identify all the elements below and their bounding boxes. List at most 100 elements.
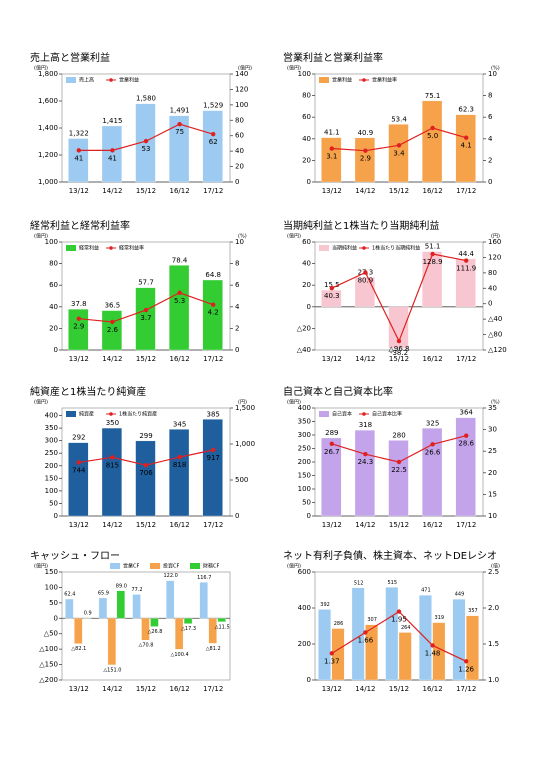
y2-tick-label: 160	[488, 238, 501, 246]
line-marker	[363, 148, 368, 153]
line-marker	[177, 121, 182, 127]
y2-tick-label: △80	[488, 331, 502, 339]
y-tick-label: 100	[45, 583, 58, 591]
plot-area	[314, 241, 484, 351]
y-tick-label: △100	[39, 645, 58, 653]
y2-tick-label: △40	[488, 315, 502, 323]
bar-label: △11.5	[215, 624, 230, 630]
y-tick-label: 80	[302, 92, 311, 100]
bar-label: 75.1	[425, 92, 441, 100]
legend-label: 自己資本比率	[372, 411, 402, 418]
line-label: 3.7	[140, 314, 151, 322]
x-tick-label: 14/12	[102, 355, 122, 363]
bar-label: 512	[354, 580, 364, 586]
x-tick-label: 15/12	[136, 355, 156, 363]
line-label: 53	[142, 145, 151, 153]
legend-marker	[109, 246, 113, 250]
bar-label: △100.4	[171, 652, 189, 658]
y2-axis-label: (円)	[238, 400, 247, 406]
bar	[68, 138, 89, 183]
bar-label: 37.8	[71, 300, 87, 308]
line-marker	[110, 148, 115, 153]
x-tick-label: 15/12	[136, 685, 156, 693]
y2-axis-label: (円)	[491, 234, 500, 240]
legend-label: 経常利益率	[119, 245, 144, 252]
x-tick-label: 13/12	[69, 685, 89, 693]
x-tick-label: 16/12	[170, 521, 190, 529]
bar-label: 62.3	[458, 106, 474, 114]
y2-axis-label: (%)	[238, 234, 247, 240]
line-marker	[76, 460, 82, 465]
bar	[141, 618, 150, 641]
bar	[150, 618, 159, 627]
bar-label: 1,529	[203, 102, 223, 110]
bar-label: 325	[426, 419, 439, 427]
y-tick-label: 350	[298, 418, 311, 426]
y2-tick-label: 2.5	[488, 568, 499, 576]
legend-swatch	[150, 563, 160, 569]
bar	[169, 265, 190, 351]
x-tick-label: 15/12	[389, 187, 409, 195]
bar-label: 44.4	[458, 250, 474, 258]
line-marker	[464, 258, 469, 263]
line-marker	[177, 290, 182, 295]
bar	[202, 419, 223, 517]
y2-tick-label: 0	[488, 178, 492, 186]
bar	[388, 124, 409, 183]
line-label: 1.66	[358, 636, 374, 644]
y2-tick-label: 1,000	[235, 440, 255, 448]
x-tick-label: 13/12	[322, 521, 342, 529]
bar-label: 77.2	[131, 587, 142, 593]
line-marker	[363, 270, 368, 275]
line-label: 1.95	[391, 616, 407, 624]
y2-tick-label: 0	[235, 178, 239, 186]
line-marker	[430, 251, 435, 257]
line-marker	[363, 630, 368, 635]
x-tick-label: 16/12	[423, 685, 443, 693]
line-label: 3.4	[393, 149, 405, 157]
line-label: 24.3	[358, 458, 374, 466]
line-marker	[396, 143, 402, 148]
line-marker	[76, 316, 82, 321]
bar-label: 307	[367, 617, 377, 623]
y2-tick-label: 30	[488, 426, 497, 434]
line-marker	[110, 319, 115, 325]
line-label: 2.6	[107, 326, 119, 334]
y-tick-label: 50	[49, 499, 58, 507]
y-tick-label: △150	[39, 661, 58, 669]
y2-tick-label: 100	[235, 101, 248, 109]
y-tick-label: 200	[45, 462, 58, 470]
y2-tick-label: 0	[235, 346, 239, 354]
y2-tick-label: 1,500	[235, 404, 255, 412]
legend-swatch	[66, 77, 76, 83]
line-label: 744	[72, 466, 86, 474]
bar	[385, 587, 399, 681]
x-tick-label: 17/12	[456, 685, 476, 693]
legend-label: 1株当たり当期純利益	[372, 245, 420, 252]
legend-label: 営業利益	[332, 77, 352, 84]
y-tick-label: 0	[54, 346, 58, 354]
y2-tick-label: 35	[488, 404, 497, 412]
line-marker	[464, 135, 469, 140]
legend-label: 純資産	[79, 411, 94, 418]
line-marker	[143, 138, 149, 144]
x-tick-label: 17/12	[456, 187, 476, 195]
line-label: 2.9	[73, 323, 84, 331]
y-tick-label: 20	[49, 324, 58, 332]
legend-label: 自己資本	[332, 411, 352, 418]
y2-tick-label: 0	[235, 512, 239, 520]
y2-tick-label: 4	[235, 303, 240, 311]
x-tick-label: 17/12	[456, 521, 476, 529]
y2-tick-label: 25	[488, 447, 497, 455]
y2-axis-label: (%)	[491, 66, 500, 72]
bar	[183, 618, 193, 624]
bar	[68, 442, 89, 517]
legend-label: 当期純利益	[332, 245, 357, 252]
line-marker	[329, 146, 334, 151]
y-tick-label: 150	[298, 472, 311, 480]
y-tick-label: 20	[302, 281, 311, 289]
bar-label: 36.5	[105, 302, 121, 310]
bar	[116, 590, 125, 619]
line-label: 26.7	[324, 448, 340, 456]
x-tick-label: 13/12	[322, 355, 342, 363]
